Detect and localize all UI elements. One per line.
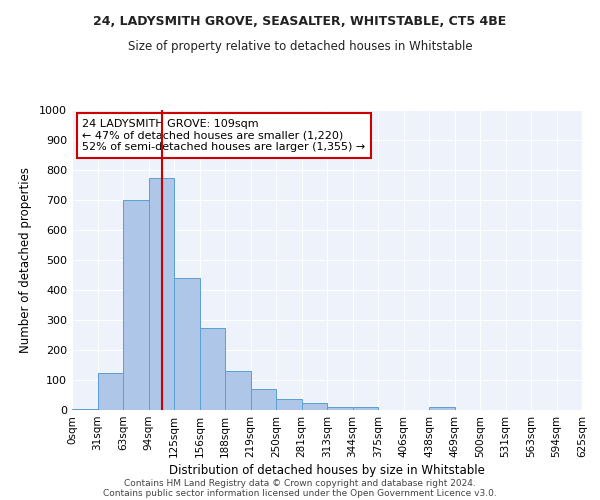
- Bar: [276, 399, 302, 410]
- Text: 24 LADYSMITH GROVE: 109sqm
← 47% of detached houses are smaller (1,220)
52% of s: 24 LADYSMITH GROVE: 109sqm ← 47% of deta…: [82, 119, 365, 152]
- Bar: [72, 408, 97, 410]
- Text: Contains public sector information licensed under the Open Government Licence v3: Contains public sector information licen…: [103, 488, 497, 498]
- Text: Size of property relative to detached houses in Whitstable: Size of property relative to detached ho…: [128, 40, 472, 53]
- Bar: [123, 200, 149, 410]
- Bar: [174, 278, 199, 410]
- Bar: [302, 402, 327, 410]
- Bar: [353, 407, 378, 410]
- Bar: [429, 407, 455, 410]
- Y-axis label: Number of detached properties: Number of detached properties: [19, 167, 32, 353]
- Bar: [97, 372, 123, 410]
- Text: 24, LADYSMITH GROVE, SEASALTER, WHITSTABLE, CT5 4BE: 24, LADYSMITH GROVE, SEASALTER, WHITSTAB…: [94, 15, 506, 28]
- Text: Contains HM Land Registry data © Crown copyright and database right 2024.: Contains HM Land Registry data © Crown c…: [124, 478, 476, 488]
- X-axis label: Distribution of detached houses by size in Whitstable: Distribution of detached houses by size …: [169, 464, 485, 477]
- Bar: [149, 178, 174, 410]
- Bar: [251, 389, 276, 410]
- Bar: [327, 407, 353, 410]
- Bar: [199, 328, 225, 410]
- Bar: [225, 371, 251, 410]
